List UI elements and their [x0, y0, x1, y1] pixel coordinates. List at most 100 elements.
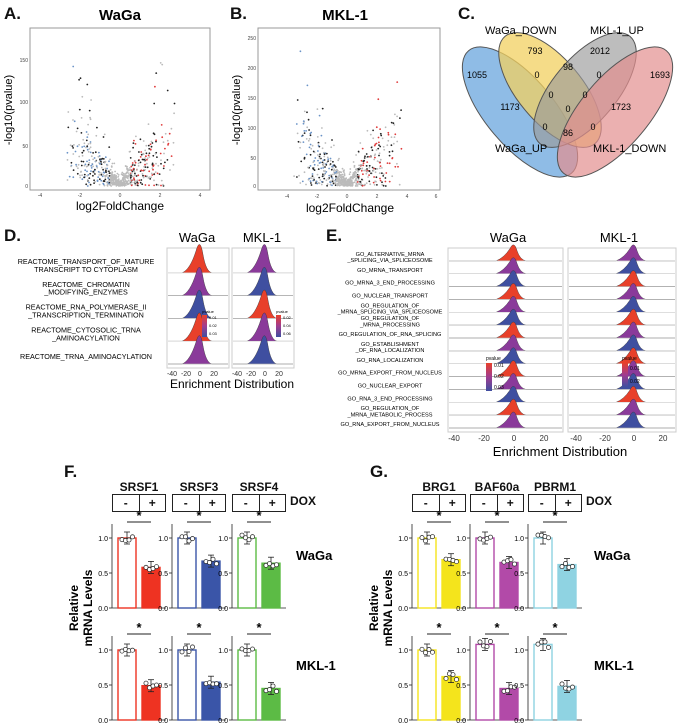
- data-point: [207, 560, 212, 565]
- volcano-point: [92, 170, 95, 173]
- volcano-point: [331, 167, 334, 169]
- data-point: [542, 639, 548, 645]
- volcano-point: [388, 162, 391, 165]
- volcano-point: [318, 176, 321, 179]
- ridge-density: [569, 309, 675, 326]
- g-minus-1: -: [423, 496, 428, 510]
- volcano-point: [317, 164, 319, 167]
- volcano-point: [113, 175, 115, 177]
- volcano-point: [334, 166, 337, 168]
- volcano-point: [329, 183, 332, 186]
- volcano-point: [170, 155, 173, 158]
- volcano-point: [144, 160, 146, 163]
- volcano-point: [302, 120, 305, 122]
- ridge-e-terms: GO_ALTERNATIVE_MRNA _SPLICING_VIA_SPLICEO…: [337, 252, 443, 428]
- volcano-point: [296, 176, 298, 178]
- volcano-point: [114, 181, 117, 184]
- volcano-point: [315, 180, 318, 183]
- bar-y-tick-label: 1.0: [158, 648, 168, 655]
- volcano-point: [134, 181, 137, 184]
- panel-d-label: D.: [4, 226, 21, 245]
- data-point: [239, 532, 245, 538]
- volcano-point: [131, 175, 134, 178]
- volcano-point: [155, 139, 158, 142]
- volcano-point: [120, 182, 123, 185]
- data-point: [179, 649, 185, 655]
- volcano-point: [378, 154, 380, 157]
- volcano-point: [323, 151, 325, 154]
- data-point: [546, 535, 551, 541]
- volcano-point: [383, 148, 386, 151]
- volcano-point: [133, 170, 136, 173]
- venn-count-1723: 1723: [611, 102, 631, 112]
- volcano-point: [148, 184, 150, 187]
- volcano-point: [156, 172, 159, 175]
- ridge-density: [449, 334, 562, 352]
- volcano-point: [362, 164, 365, 167]
- ridge-density: [569, 347, 675, 364]
- volcano-point: [140, 169, 143, 172]
- volcano-point: [317, 159, 319, 162]
- volcano-a-xtick-4: 4: [199, 193, 202, 199]
- volcano-point: [338, 180, 340, 183]
- volcano-point: [343, 173, 346, 175]
- volcano-b-points: [293, 50, 403, 187]
- volcano-point: [72, 65, 75, 68]
- volcano-b-title: MKL-1: [322, 7, 368, 24]
- volcano-point: [354, 179, 357, 182]
- volcano-point: [105, 174, 108, 177]
- volcano-point: [102, 173, 105, 176]
- volcano-point: [138, 151, 140, 153]
- volcano-point: [153, 179, 155, 182]
- volcano-point: [88, 109, 91, 112]
- volcano-point: [362, 162, 365, 165]
- volcano-point: [136, 179, 139, 182]
- significance-star: *: [256, 620, 262, 635]
- venn-count-0e: 0: [565, 104, 570, 114]
- volcano-point: [100, 172, 103, 175]
- volcano-point: [78, 108, 81, 111]
- volcano-point: [160, 162, 162, 165]
- data-point: [267, 561, 272, 567]
- volcano-point: [299, 146, 301, 149]
- volcano-b-ytick-3: 150: [248, 96, 257, 102]
- ridge-density: [449, 321, 562, 339]
- volcano-point: [173, 102, 176, 105]
- ridge-d-marks: [168, 244, 293, 365]
- volcano-point: [173, 112, 176, 115]
- volcano-point: [338, 173, 341, 176]
- volcano-point: [341, 173, 343, 176]
- volcano-point: [72, 119, 74, 121]
- volcano-point: [312, 168, 315, 171]
- volcano-point: [125, 165, 127, 168]
- volcano-point: [150, 145, 153, 148]
- volcano-point: [125, 182, 127, 185]
- ridge-density: [449, 244, 562, 262]
- volcano-point: [142, 140, 145, 142]
- ridge-d-legend2-bar: [276, 315, 281, 337]
- volcano-point: [125, 176, 127, 179]
- volcano-point: [68, 175, 71, 178]
- f-row1-label: WaGa: [296, 548, 333, 563]
- volcano-point: [75, 165, 78, 168]
- volcano-point: [365, 165, 368, 167]
- volcano-point: [103, 133, 106, 136]
- volcano-point: [336, 184, 339, 187]
- volcano-point: [378, 172, 381, 175]
- volcano-point: [141, 173, 144, 175]
- volcano-point: [390, 144, 393, 147]
- volcano-point: [345, 183, 347, 185]
- volcano-point: [336, 168, 338, 171]
- volcano-point: [298, 174, 300, 177]
- volcano-point: [78, 143, 80, 146]
- ridge-term-label: GO_REGULATION_OF _MRNA_METABOLIC_PROCESS: [346, 406, 432, 418]
- bar-y-tick-label: 1.0: [514, 536, 524, 543]
- volcano-point: [316, 182, 319, 185]
- ridge-term-label: GO_NUCLEAR_TRANSPORT: [352, 294, 429, 300]
- volcano-point: [88, 161, 91, 164]
- volcano-point: [110, 166, 113, 168]
- volcano-point: [324, 142, 327, 144]
- ridge-density: [233, 244, 293, 273]
- volcano-point: [133, 139, 135, 142]
- volcano-b-ylabel: -log10(pvalue): [231, 75, 243, 145]
